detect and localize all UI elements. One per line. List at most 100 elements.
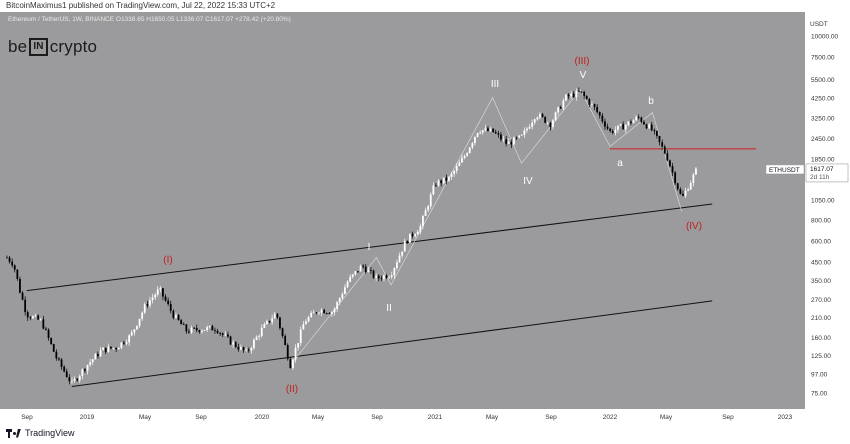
candle-body (216, 330, 219, 334)
candle-body (302, 324, 305, 330)
candle-body (65, 371, 68, 378)
candle-body (34, 315, 37, 317)
candle-body (450, 173, 453, 177)
candle-body (635, 116, 638, 121)
wave-label-white: II (386, 303, 392, 314)
candle-body (578, 90, 580, 92)
candle-body (377, 275, 380, 279)
candle-body (448, 176, 450, 181)
candle-body (541, 114, 544, 117)
candle-body (102, 347, 105, 351)
brand-box: IN (29, 38, 48, 56)
candle-body (341, 294, 344, 299)
candle-body (24, 299, 27, 312)
candle-body (588, 99, 591, 105)
candle-body (427, 206, 430, 211)
candle-body (614, 129, 617, 133)
candle-body (570, 93, 573, 97)
candle-body (559, 107, 562, 109)
candle-body (617, 125, 619, 130)
candle-body (474, 136, 476, 144)
candle-body (357, 271, 359, 273)
candle-body (310, 312, 313, 318)
tradingview-mark-icon (6, 428, 22, 438)
candle-body (513, 137, 515, 145)
candle-body (13, 265, 16, 270)
wave-label-red: (IV) (686, 221, 702, 232)
candle-body (429, 194, 432, 207)
channel-lower-line (71, 300, 713, 387)
candle-body (661, 142, 664, 147)
y-tick-label: 125.00 (811, 353, 831, 360)
candle-body (414, 234, 417, 237)
candle-body (396, 262, 398, 269)
candle-body (505, 139, 508, 144)
y-tick-label: 4250.00 (811, 96, 835, 103)
candle-body (104, 347, 107, 353)
candle-body (637, 116, 640, 118)
candle-body (177, 314, 180, 321)
y-tick-label: 1850.00 (811, 156, 835, 163)
candle-body (435, 185, 437, 187)
candle-body (182, 324, 185, 326)
candle-body (437, 180, 440, 186)
candle-body (211, 326, 214, 331)
x-tick-label: 2022 (603, 414, 618, 421)
candle-body (609, 128, 612, 131)
candle-body (552, 120, 554, 128)
candle-body (593, 104, 596, 108)
candle-body (164, 296, 167, 301)
candle-body (419, 226, 422, 232)
x-tick-label: May (660, 414, 673, 421)
candle-body (120, 342, 123, 348)
brand-logo: be IN crypto (8, 37, 97, 57)
y-tick-label: 97.00 (811, 372, 828, 379)
candle-body (344, 287, 346, 295)
candle-body (123, 342, 125, 344)
candle-body (507, 141, 510, 144)
candle-body (86, 364, 89, 371)
candle-body (63, 366, 66, 372)
candle-body (648, 124, 651, 129)
candle-body (653, 130, 656, 132)
currency-label: USDT (810, 21, 828, 28)
candle-body (125, 342, 128, 344)
wave-label-white: IV (523, 176, 533, 187)
candle-body (8, 257, 11, 262)
candle-body (515, 137, 518, 139)
candle-body (234, 342, 237, 347)
candle-body (424, 210, 427, 216)
tradingview-logo[interactable]: TradingView (6, 428, 75, 438)
candle-body (684, 190, 687, 196)
candle-body (76, 378, 79, 381)
candle-body (671, 166, 674, 173)
candle-body (445, 177, 448, 181)
candle-body (271, 318, 274, 323)
candle-body (258, 335, 261, 337)
candle-body (203, 330, 206, 331)
candle-body (39, 319, 42, 321)
candle-body (130, 332, 133, 336)
candle-body (297, 342, 300, 348)
candle-body (585, 96, 588, 100)
price-tag-countdown: 2d 11h (810, 174, 830, 181)
candle-body (253, 339, 255, 349)
candle-body (372, 270, 375, 278)
y-tick-label: 350.00 (811, 278, 831, 285)
candle-body (58, 358, 60, 360)
candle-body (180, 320, 183, 325)
candle-body (84, 369, 86, 371)
y-tick-label: 2450.00 (811, 136, 835, 143)
wave-path-lines (290, 88, 683, 366)
candle-body (240, 347, 242, 350)
x-tick-label: 2019 (80, 414, 95, 421)
candle-body (422, 215, 424, 227)
candle-body (484, 128, 487, 131)
candle-body (403, 240, 406, 252)
price-tag-box (805, 163, 849, 183)
candle-body (263, 324, 266, 328)
candle-body (500, 134, 502, 140)
candle-body (367, 269, 370, 273)
candle-body (510, 141, 513, 145)
